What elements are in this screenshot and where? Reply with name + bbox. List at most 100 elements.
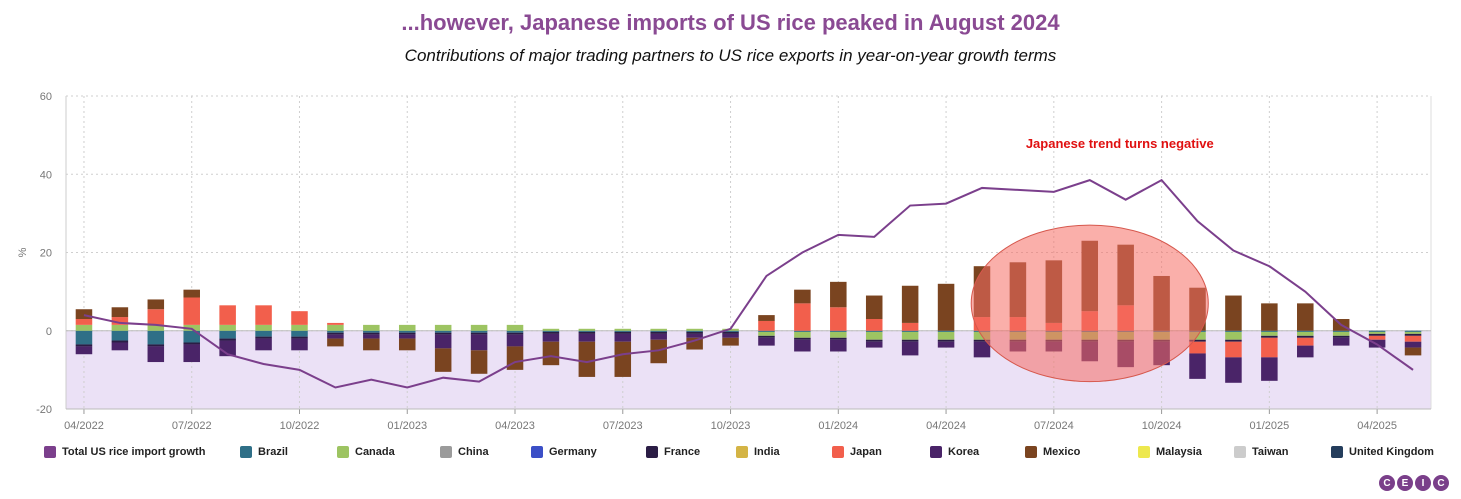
x-tick-label: 07/2023 [603, 420, 643, 432]
legend-swatch [440, 446, 452, 458]
bar-segment-france [758, 335, 775, 338]
bar-segment-brazil [219, 330, 236, 339]
y-tick-label: 60 [40, 91, 52, 103]
x-tick-label: 04/2023 [495, 420, 535, 432]
legend-item-korea[interactable]: Korea [930, 446, 979, 458]
legend-swatch [44, 446, 56, 458]
legend-label: China [458, 446, 489, 458]
bar-segment-france [901, 339, 919, 342]
bar-segment-mexico [542, 341, 560, 366]
bar-segment-brazil [722, 330, 739, 332]
bar-segment-canada [830, 331, 847, 338]
legend-item-united-kingdom[interactable]: United Kingdom [1331, 446, 1434, 458]
legend-swatch [337, 446, 349, 458]
bar-segment-korea [542, 333, 560, 342]
legend-item-total-us-rice-import-growth[interactable]: Total US rice import growth [44, 446, 205, 458]
bar-segment-france [1261, 335, 1278, 338]
bar-segment-japan [1368, 335, 1386, 340]
bar-segment-france [327, 332, 344, 335]
bar-segment-canada [1368, 331, 1386, 334]
bar-segment-mexico [794, 289, 811, 304]
bar-segment-korea [686, 333, 703, 338]
bar-segment-korea [758, 337, 775, 346]
bar-segment-brazil [506, 330, 524, 333]
chart-title: ...however, Japanese imports of US rice … [401, 10, 1060, 35]
bar-segment-japan [794, 303, 811, 331]
bar-segment-brazil [434, 330, 452, 333]
bar-segment-japan [901, 322, 919, 331]
bar-segment-brazil [901, 330, 919, 332]
bar-segment-korea [1189, 353, 1206, 379]
bar-segment-mexico [1225, 295, 1242, 331]
bar-segment-korea [830, 339, 847, 352]
bar-segment-canada [901, 331, 919, 340]
bar-segment-korea [327, 334, 344, 339]
bar-segment-korea [470, 334, 488, 351]
bar-segment-korea [398, 334, 416, 339]
bar-segment-mexico [830, 281, 847, 308]
bar-segment-korea [1225, 357, 1242, 383]
bar-segment-korea [794, 339, 811, 352]
bar-segment-canada [434, 324, 452, 331]
total-growth-line [83, 178, 1414, 389]
bar-segment-france [1404, 333, 1422, 336]
legend-label: Korea [948, 446, 980, 458]
bar-segment-brazil [147, 330, 165, 345]
legend-item-france[interactable]: France [646, 446, 700, 458]
x-tick-label: 01/2025 [1249, 420, 1289, 432]
bar-segment-korea [111, 342, 129, 351]
highlight-ellipse [970, 224, 1209, 383]
legend-item-canada[interactable]: Canada [337, 446, 395, 458]
legend-item-mexico[interactable]: Mexico [1025, 446, 1080, 458]
bar-segment-france [219, 338, 236, 341]
bar-segment-mexico [578, 341, 596, 377]
bar-segment-canada [1261, 331, 1278, 336]
bar-segment-mexico [758, 315, 775, 321]
y-tick-label: 20 [40, 248, 52, 260]
bar-segment-brazil [75, 330, 93, 345]
bar-segment-canada [1225, 331, 1242, 340]
bar-segment-japan [865, 319, 883, 331]
legend-item-malaysia[interactable]: Malaysia [1138, 446, 1202, 458]
bar-segment-france [75, 344, 93, 347]
bar-segment-france [506, 332, 524, 335]
legend-item-japan[interactable]: Japan [832, 446, 882, 458]
legend-swatch [930, 446, 942, 458]
bar-segment-france [255, 336, 272, 339]
bar-segment-france [973, 339, 991, 342]
legend-swatch [646, 446, 658, 458]
legend-item-brazil[interactable]: Brazil [240, 446, 288, 458]
bar-segment-korea [650, 333, 667, 340]
legend-item-india[interactable]: India [736, 446, 780, 458]
bar-segment-mexico [183, 289, 200, 298]
bar-segment-canada [937, 331, 955, 340]
bar-segment-canada [363, 324, 380, 331]
legend-swatch [1234, 446, 1246, 458]
bar-segment-korea [578, 333, 596, 342]
legend-label: Canada [355, 446, 395, 458]
bar-segment-brazil [937, 330, 955, 332]
legend-label: Japan [850, 446, 882, 458]
bar-segment-brazil [398, 330, 416, 333]
bar-segment-japan [219, 305, 236, 325]
bar-segment-france [363, 332, 380, 335]
bar-segment-korea [75, 346, 93, 355]
legend-label: France [664, 446, 701, 458]
bar-segment-korea [147, 346, 165, 363]
bar-segment-korea [973, 341, 991, 358]
bar-segment-mexico [614, 341, 632, 377]
bar-segment-brazil [183, 330, 200, 343]
bar-segment-canada [147, 324, 165, 331]
chart-subtitle: Contributions of major trading partners … [404, 46, 1057, 65]
bar-segment-brazil [578, 330, 596, 332]
legend-item-china[interactable]: China [440, 446, 489, 458]
bar-segment-japan [1225, 341, 1242, 358]
bar-segment-france [1368, 333, 1386, 336]
bar-segment-japan [1297, 337, 1314, 346]
legend-item-germany[interactable]: Germany [531, 446, 597, 458]
bar-segment-france [470, 332, 488, 335]
legend-swatch [240, 446, 252, 458]
legend-item-taiwan[interactable]: Taiwan [1234, 446, 1288, 458]
bar-segment-canada [75, 324, 93, 331]
